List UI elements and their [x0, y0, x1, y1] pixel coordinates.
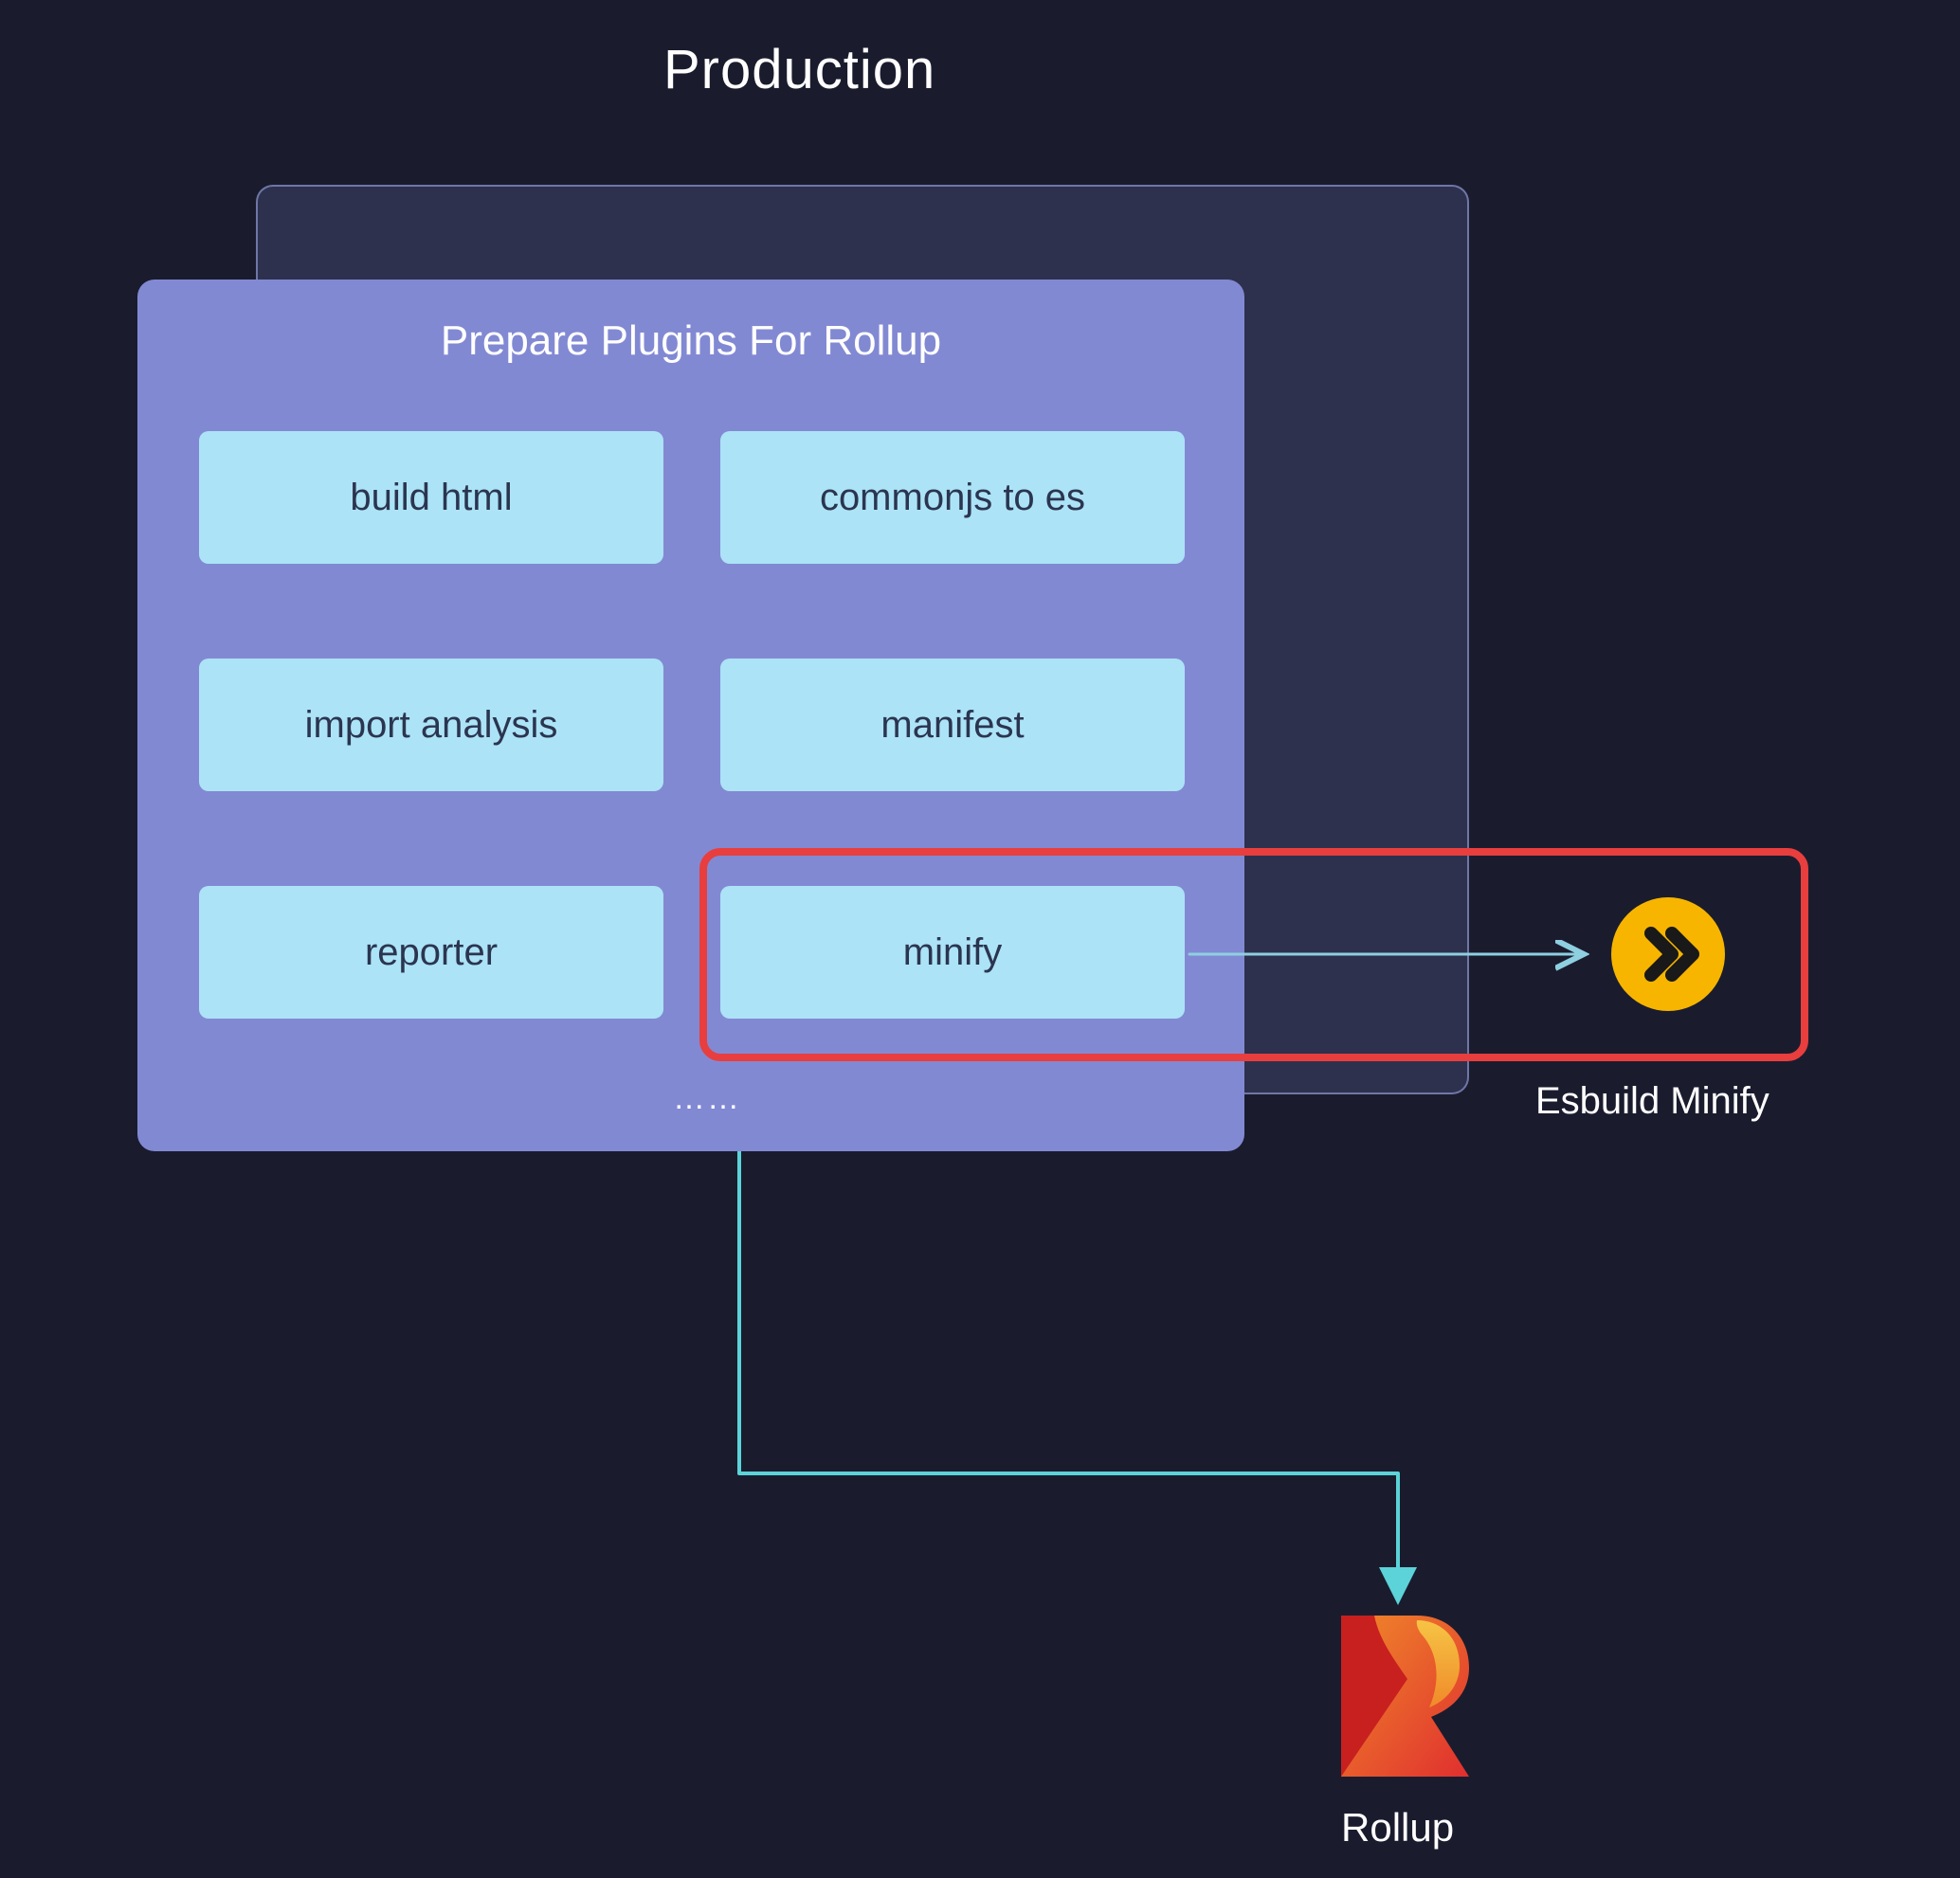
- arrow-panel-to-rollup: [0, 0, 1960, 1878]
- rollup-label: Rollup: [1341, 1805, 1454, 1851]
- diagram-canvas: Production Prepare Plugins For Rollup bu…: [0, 0, 1960, 1878]
- rollup-icon: [1327, 1611, 1469, 1781]
